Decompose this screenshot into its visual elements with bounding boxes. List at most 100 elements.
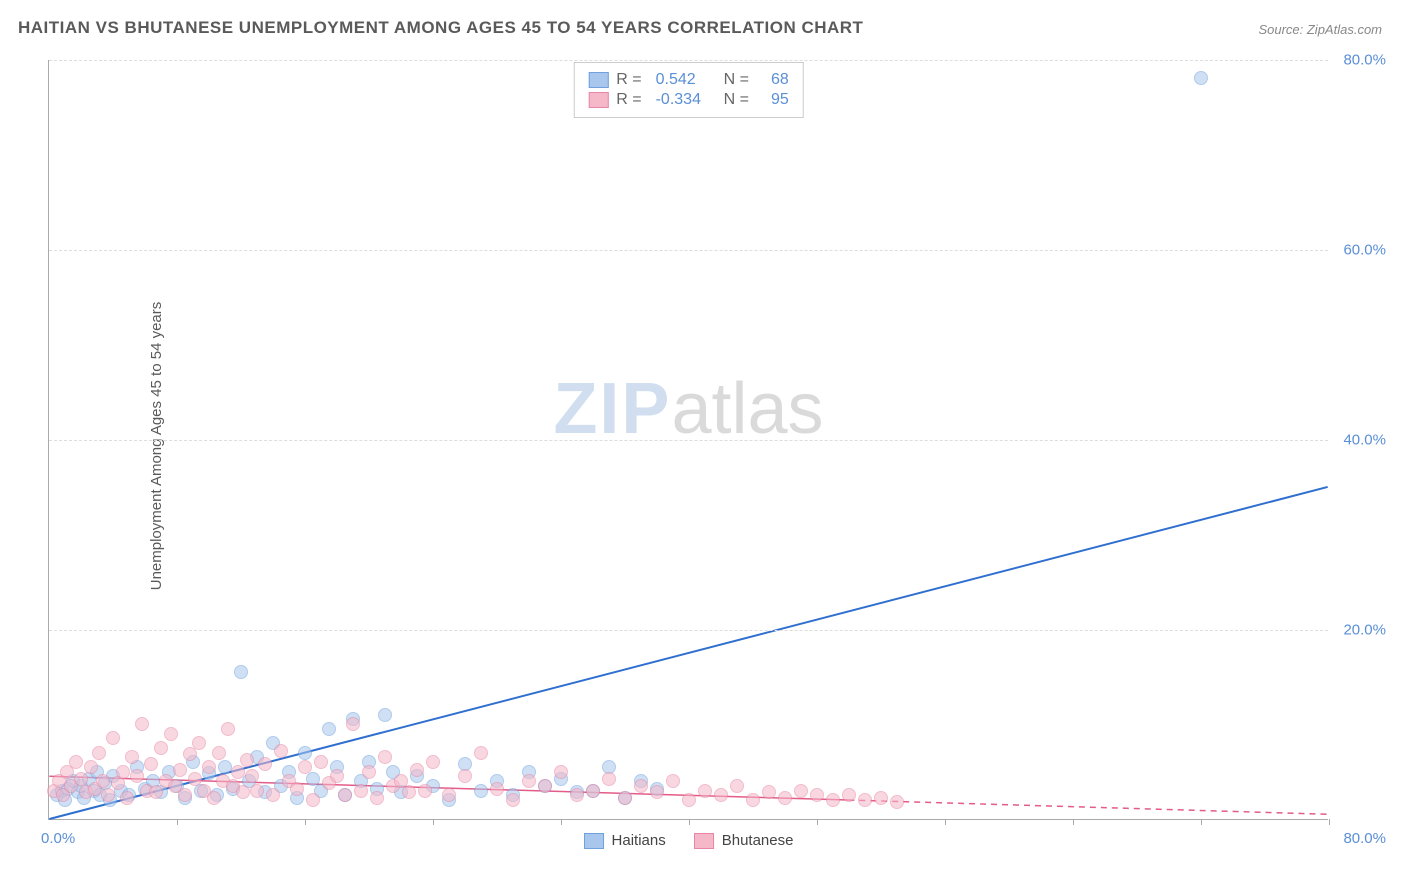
scatter-point <box>378 750 392 764</box>
gridline <box>49 630 1328 631</box>
scatter-point <box>730 779 744 793</box>
scatter-point <box>442 788 456 802</box>
scatter-point <box>144 757 158 771</box>
scatter-point <box>762 785 776 799</box>
scatter-point <box>474 746 488 760</box>
scatter-point <box>402 785 416 799</box>
scatter-point <box>698 784 712 798</box>
scatter-point <box>554 765 568 779</box>
scatter-point <box>207 791 221 805</box>
scatter-point <box>810 788 824 802</box>
scatter-point <box>418 784 432 798</box>
scatter-point <box>314 755 328 769</box>
y-tick-label: 20.0% <box>1343 622 1386 639</box>
x-tick <box>561 819 562 825</box>
scatter-point <box>322 722 336 736</box>
gridline <box>49 440 1328 441</box>
series-legend: Haitians Bhutanese <box>584 832 794 849</box>
scatter-point <box>490 782 504 796</box>
legend-swatch <box>584 833 604 849</box>
scatter-point <box>586 784 600 798</box>
y-tick-label: 60.0% <box>1343 242 1386 259</box>
scatter-point <box>338 788 352 802</box>
scatter-point <box>458 769 472 783</box>
scatter-point <box>794 784 808 798</box>
scatter-point <box>202 760 216 774</box>
x-tick <box>817 819 818 825</box>
scatter-point <box>746 793 760 807</box>
legend-label: Bhutanese <box>722 832 794 849</box>
plot-area: ZIPatlas R =0.542N =68R =-0.334N =95 0.0… <box>48 60 1328 820</box>
scatter-point <box>618 791 632 805</box>
scatter-point <box>234 665 248 679</box>
scatter-point <box>890 795 904 809</box>
scatter-point <box>330 769 344 783</box>
scatter-point <box>240 753 254 767</box>
scatter-point <box>650 785 664 799</box>
scatter-point <box>183 747 197 761</box>
scatter-point <box>178 788 192 802</box>
scatter-point <box>506 793 520 807</box>
scatter-point <box>250 784 264 798</box>
scatter-point <box>306 793 320 807</box>
scatter-point <box>1194 71 1208 85</box>
x-axis-max-label: 80.0% <box>1343 830 1386 847</box>
x-tick <box>1201 819 1202 825</box>
x-tick <box>177 819 178 825</box>
scatter-point <box>192 736 206 750</box>
scatter-point <box>634 779 648 793</box>
scatter-point <box>236 785 250 799</box>
scatter-point <box>874 791 888 805</box>
scatter-point <box>120 791 134 805</box>
chart-title: HAITIAN VS BHUTANESE UNEMPLOYMENT AMONG … <box>18 18 863 38</box>
scatter-point <box>842 788 856 802</box>
scatter-point <box>538 779 552 793</box>
scatter-point <box>101 788 115 802</box>
x-tick <box>945 819 946 825</box>
scatter-point <box>354 784 368 798</box>
scatter-point <box>474 784 488 798</box>
scatter-point <box>221 722 235 736</box>
scatter-point <box>714 788 728 802</box>
gridline <box>49 250 1328 251</box>
y-tick-label: 80.0% <box>1343 52 1386 69</box>
scatter-point <box>298 760 312 774</box>
scatter-point <box>116 765 130 779</box>
scatter-point <box>266 788 280 802</box>
scatter-point <box>164 727 178 741</box>
scatter-point <box>245 769 259 783</box>
legend-swatch <box>694 833 714 849</box>
scatter-point <box>602 772 616 786</box>
legend-label: Haitians <box>612 832 666 849</box>
scatter-point <box>231 765 245 779</box>
scatter-point <box>666 774 680 788</box>
scatter-point <box>74 772 88 786</box>
x-tick <box>433 819 434 825</box>
scatter-point <box>258 757 272 771</box>
legend-item: Haitians <box>584 832 666 849</box>
x-tick <box>689 819 690 825</box>
scatter-point <box>69 755 83 769</box>
scatter-point <box>154 741 168 755</box>
scatter-point <box>130 769 144 783</box>
scatter-point <box>298 746 312 760</box>
scatter-point <box>362 765 376 779</box>
scatter-point <box>106 731 120 745</box>
scatter-point <box>135 717 149 731</box>
scatter-point <box>173 763 187 777</box>
scatter-point <box>96 774 110 788</box>
trend-line-dashed <box>848 800 1327 814</box>
scatter-point <box>778 791 792 805</box>
scatter-point <box>378 708 392 722</box>
scatter-point <box>84 760 98 774</box>
y-tick-label: 40.0% <box>1343 432 1386 449</box>
scatter-point <box>570 788 584 802</box>
scatter-point <box>346 717 360 731</box>
scatter-point <box>682 793 696 807</box>
legend-item: Bhutanese <box>694 832 794 849</box>
x-tick <box>305 819 306 825</box>
scatter-point <box>826 793 840 807</box>
x-tick <box>1073 819 1074 825</box>
scatter-point <box>212 746 226 760</box>
scatter-point <box>858 793 872 807</box>
